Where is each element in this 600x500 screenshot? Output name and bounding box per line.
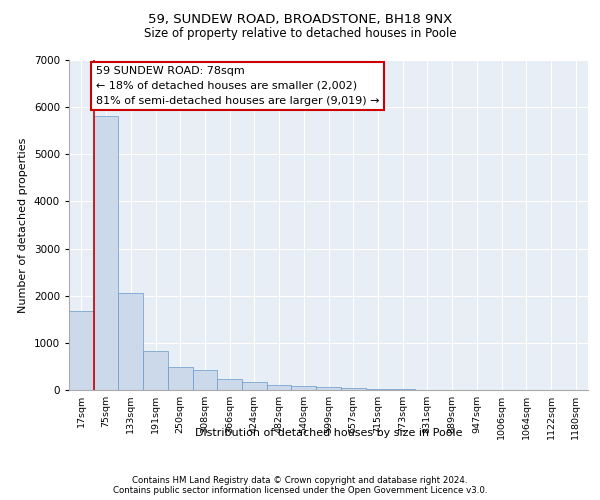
Bar [365,389,390,390]
Bar [168,367,193,390]
Bar [242,382,267,390]
Text: Size of property relative to detached houses in Poole: Size of property relative to detached ho… [143,28,457,40]
Text: Contains public sector information licensed under the Open Government Licence v3: Contains public sector information licen… [113,486,487,495]
Text: Distribution of detached houses by size in Poole: Distribution of detached houses by size … [195,428,463,438]
Bar [217,379,242,390]
Bar [292,386,316,390]
Bar [341,388,365,390]
Bar [316,388,341,390]
Bar [267,384,292,390]
Text: 59 SUNDEW ROAD: 78sqm
← 18% of detached houses are smaller (2,002)
81% of semi-d: 59 SUNDEW ROAD: 78sqm ← 18% of detached … [95,66,379,106]
Bar [193,370,217,390]
Bar [94,116,118,390]
Y-axis label: Number of detached properties: Number of detached properties [18,138,28,312]
Bar [143,352,168,390]
Bar [118,293,143,390]
Bar [69,311,94,390]
Text: Contains HM Land Registry data © Crown copyright and database right 2024.: Contains HM Land Registry data © Crown c… [132,476,468,485]
Text: 59, SUNDEW ROAD, BROADSTONE, BH18 9NX: 59, SUNDEW ROAD, BROADSTONE, BH18 9NX [148,12,452,26]
